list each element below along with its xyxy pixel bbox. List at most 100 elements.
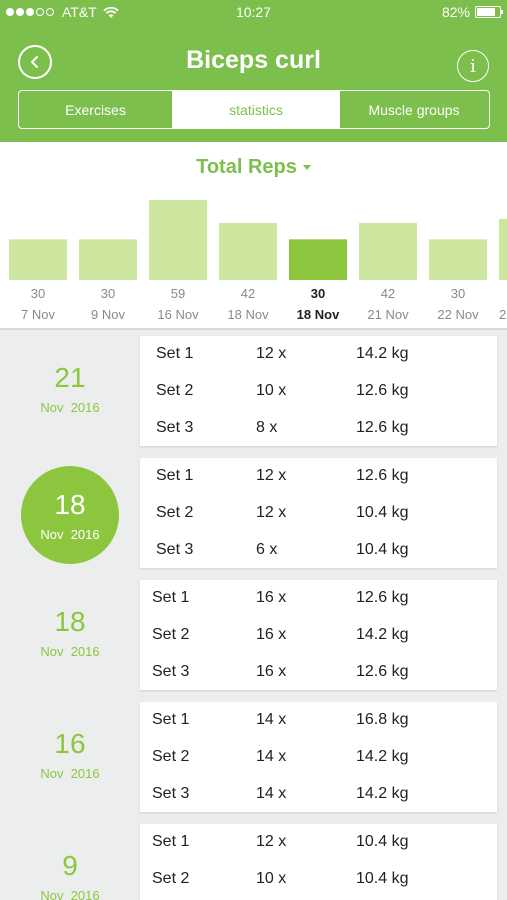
sets-card[interactable]: Set 1 12 x 14.2 kg Set 2 10 x 12.6 kg Set 3 8 x… <box>140 336 497 446</box>
set-reps: 14 x <box>256 711 287 728</box>
battery-icon <box>475 6 503 18</box>
set-weight: 10.4 kg <box>356 833 409 850</box>
sets-card[interactable]: Set 1 12 x 10.4 kg Set 2 10 x 10.4 kg <box>140 824 497 900</box>
session-month: Nov 2016 <box>40 644 100 659</box>
bar-value-label: 42 <box>381 286 395 301</box>
set-label: Set 2 <box>152 626 190 643</box>
tab-muscle-groups[interactable]: Muscle groups <box>339 91 488 128</box>
set-row: Set 2 10 x 10.4 kg <box>140 870 497 894</box>
set-reps: 8 x <box>256 419 278 436</box>
page-title: Biceps curl <box>186 46 321 74</box>
status-bar: AT&T 10:27 82% <box>0 0 507 24</box>
set-row: Set 3 16 x 12.6 kg <box>140 663 497 687</box>
set-row: Set 3 8 x 12.6 kg <box>140 419 497 443</box>
bar[interactable] <box>149 200 207 280</box>
set-weight: 10.4 kg <box>356 504 409 521</box>
set-row: Set 1 12 x 14.2 kg <box>140 345 497 369</box>
wifi-icon <box>103 5 119 19</box>
set-row: Set 2 14 x 14.2 kg <box>140 748 497 772</box>
info-icon: i <box>470 55 476 77</box>
session-month: Nov 2016 <box>40 400 100 415</box>
set-reps: 12 x <box>256 833 287 850</box>
session-date: 16 Nov 2016 <box>0 728 140 781</box>
set-label: Set 1 <box>152 833 190 850</box>
set-row: Set 3 6 x 10.4 kg <box>140 541 497 565</box>
set-reps: 12 x <box>256 345 287 362</box>
bar[interactable] <box>79 239 137 280</box>
set-reps: 16 x <box>256 626 287 643</box>
segmented-control: Exercises statistics Muscle groups <box>18 90 490 129</box>
bar[interactable] <box>289 239 347 280</box>
set-reps: 6 x <box>256 541 278 558</box>
set-weight: 16.8 kg <box>356 711 409 728</box>
session-date: 21 Nov 2016 <box>0 362 140 415</box>
set-weight: 14.2 kg <box>356 785 409 802</box>
session-row[interactable]: 9 Nov 2016 Set 1 12 x 10.4 kg Set 2 10 x 10.4 k… <box>0 818 507 900</box>
set-label: Set 2 <box>152 748 190 765</box>
sets-card[interactable]: Set 1 12 x 12.6 kg Set 2 12 x 10.4 kg Set 3 6 x… <box>140 458 497 568</box>
bar-date-label: 9 Nov <box>91 307 125 322</box>
bar-date-label: 16 Nov <box>157 307 199 322</box>
session-month: Nov 2016 <box>40 888 100 900</box>
reps-bar-chart[interactable]: 30 7 Nov 30 9 Nov 59 16 Nov 42 18 Nov 30 18 Nov 42… <box>0 142 507 330</box>
battery-percent: 82% <box>441 4 470 20</box>
set-weight: 10.4 kg <box>356 541 409 558</box>
set-reps: 10 x <box>256 382 287 399</box>
bar[interactable] <box>499 218 507 280</box>
set-label: Set 3 <box>152 663 190 680</box>
bar[interactable] <box>219 223 277 280</box>
session-row[interactable]: 18 Nov 2016 Set 1 16 x 12.6 kg Set 2 16 x 14.2 … <box>0 574 507 696</box>
sets-card[interactable]: Set 1 14 x 16.8 kg Set 2 14 x 14.2 kg Set 3 14 … <box>140 702 497 812</box>
session-row[interactable]: 18 Nov 2016 Set 1 12 x 12.6 kg Set 2 12 x 10.4 … <box>0 452 507 574</box>
sets-card[interactable]: Set 1 16 x 12.6 kg Set 2 16 x 14.2 kg Set 3 16 … <box>140 580 497 690</box>
set-reps: 14 x <box>256 785 287 802</box>
set-label: Set 1 <box>152 589 190 606</box>
set-label: Set 1 <box>152 711 190 728</box>
session-list: 21 Nov 2016 Set 1 12 x 14.2 kg Set 2 10 x 12.6 … <box>0 330 507 900</box>
back-button[interactable] <box>18 45 52 79</box>
bar-value-label: 42 <box>241 286 255 301</box>
set-label: Set 3 <box>156 419 194 436</box>
bar-value-label: 30 <box>101 286 115 301</box>
set-label: Set 2 <box>152 870 190 887</box>
set-row: Set 1 12 x 12.6 kg <box>140 467 497 491</box>
bar-date-label: 21 Nov <box>367 307 409 322</box>
tab-exercises[interactable]: Exercises <box>19 91 172 128</box>
bar-date-label: 2 <box>499 307 506 322</box>
caret-down-icon <box>302 165 311 171</box>
set-label: Set 3 <box>152 785 190 802</box>
session-day: 9 <box>62 850 78 881</box>
session-date: 9 Nov 2016 <box>0 850 140 900</box>
set-reps: 10 x <box>256 870 287 887</box>
set-row: Set 2 12 x 10.4 kg <box>140 504 497 528</box>
set-label: Set 3 <box>156 541 194 558</box>
chevron-left-icon <box>31 56 38 68</box>
bar-date-label: 7 Nov <box>21 307 55 322</box>
session-day: 18 <box>54 488 86 520</box>
carrier-label: AT&T <box>62 4 97 20</box>
set-reps: 14 x <box>256 748 287 765</box>
signal-icon <box>6 8 56 16</box>
info-button[interactable]: i <box>457 50 489 82</box>
status-left: AT&T <box>6 4 119 20</box>
set-row: Set 1 14 x 16.8 kg <box>140 711 497 735</box>
session-row[interactable]: 21 Nov 2016 Set 1 12 x 14.2 kg Set 2 10 x 12.6 … <box>0 330 507 452</box>
set-label: Set 1 <box>156 467 194 484</box>
set-weight: 12.6 kg <box>356 467 409 484</box>
bar[interactable] <box>9 239 67 280</box>
set-weight: 12.6 kg <box>356 589 409 606</box>
selected-date-badge: 18 Nov 2016 <box>21 466 119 564</box>
tab-statistics[interactable]: statistics <box>172 91 339 128</box>
set-weight: 12.6 kg <box>356 663 409 680</box>
bar-value-label: 30 <box>451 286 465 301</box>
set-label: Set 1 <box>156 345 194 362</box>
bar[interactable] <box>359 223 417 280</box>
bar[interactable] <box>429 239 487 280</box>
session-month: Nov 2016 <box>40 766 100 781</box>
session-row[interactable]: 16 Nov 2016 Set 1 14 x 16.8 kg Set 2 14 x 14.2 … <box>0 696 507 818</box>
chart-panel: Total Reps 30 7 Nov 30 9 Nov 59 16 Nov 42 18 No… <box>0 142 507 330</box>
metric-dropdown[interactable]: Total Reps <box>0 156 507 179</box>
bar-value-label: 30 <box>31 286 45 301</box>
set-row: Set 1 12 x 10.4 kg <box>140 833 497 857</box>
set-weight: 14.2 kg <box>356 748 409 765</box>
